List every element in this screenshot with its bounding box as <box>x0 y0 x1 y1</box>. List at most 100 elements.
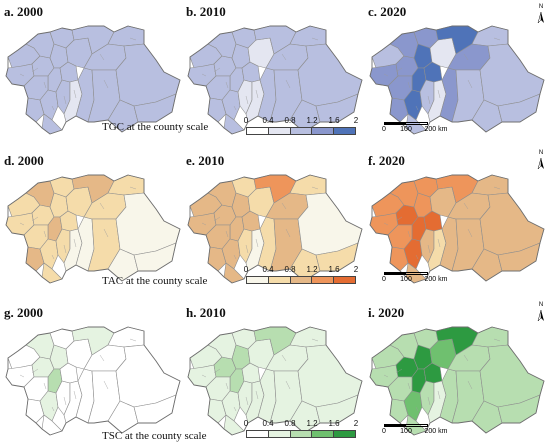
legend-tick-label: 0.8 <box>284 419 296 428</box>
legend-tick-label: 0.8 <box>284 265 296 274</box>
legend-color-bar <box>246 127 356 135</box>
legend-ticks: 0 0.4 0.8 1.2 1.6 2 <box>243 419 358 429</box>
minor-boundary <box>407 230 411 238</box>
minor-boundary <box>213 368 221 374</box>
map-panel-d: d. 2000 <box>4 153 184 284</box>
county-map-h <box>187 326 363 436</box>
scale-bar-labels: 0 100 200 km <box>382 428 454 437</box>
legend-tick-label: 0.4 <box>262 116 274 125</box>
north-arrow-icon <box>537 11 544 24</box>
region-outline <box>187 174 363 284</box>
minor-boundary <box>383 374 389 378</box>
north-arrow-icon <box>537 309 544 322</box>
minor-boundary <box>427 396 431 406</box>
map-layer <box>5 25 181 135</box>
legend-tick-label: 2 <box>353 265 359 274</box>
map-panel-b: b. 2010 <box>186 4 366 135</box>
legend-tick-label: 0 <box>243 265 249 274</box>
map-layer <box>187 174 363 284</box>
minor-boundary <box>467 228 473 238</box>
scale-bar-label: 0 <box>382 126 386 133</box>
county-map-c <box>369 25 545 135</box>
minor-boundary <box>493 37 501 41</box>
minor-boundary <box>415 406 419 412</box>
minor-boundary <box>51 406 55 412</box>
map-panel-e: e. 2010 <box>186 153 366 284</box>
minor-boundary <box>63 244 67 254</box>
minor-boundary <box>383 73 389 77</box>
minor-boundary <box>437 390 441 400</box>
county-map-d <box>5 174 181 284</box>
region-outline <box>5 174 181 284</box>
region-outline <box>187 25 363 135</box>
minor-boundary <box>233 254 237 260</box>
region-outline <box>5 326 181 436</box>
legend-color-bar <box>246 276 356 284</box>
minor-boundary <box>255 390 259 400</box>
minor-boundary <box>99 53 105 61</box>
legend-tick-label: 1.2 <box>306 419 318 428</box>
minor-boundary <box>407 81 411 89</box>
legend-tick-label: 0.8 <box>284 116 296 125</box>
scale-bar-label: 100 <box>400 428 412 435</box>
minor-boundary <box>103 79 109 89</box>
minor-boundary <box>99 202 105 210</box>
scale-bar-line <box>384 272 428 275</box>
minor-boundary <box>63 396 67 406</box>
legend-tick-label: 2 <box>353 116 359 125</box>
north-arrow-icon <box>537 157 544 170</box>
minor-boundary <box>463 53 469 61</box>
legend-swatch <box>290 431 313 437</box>
minor-boundary <box>395 67 403 73</box>
legend-tick-label: 1.2 <box>306 265 318 274</box>
north-label: N <box>538 4 544 10</box>
scale-bar-3: 0 100 200 km <box>382 420 447 440</box>
minor-boundary <box>281 202 287 210</box>
legend-ticks: 0 0.4 0.8 1.2 1.6 2 <box>244 116 359 126</box>
minor-boundary <box>415 254 419 260</box>
scale-bar-line <box>384 122 428 125</box>
panel-label-h: h. 2010 <box>186 305 226 320</box>
scale-bar-segment <box>385 425 406 426</box>
minor-boundary <box>311 186 319 190</box>
minor-boundary <box>201 374 207 378</box>
minor-boundary <box>43 81 47 89</box>
map-layer <box>369 25 545 135</box>
scale-bar-segment <box>385 123 406 124</box>
minor-boundary <box>311 338 319 342</box>
legend-tick-label: 1.6 <box>328 116 340 125</box>
minor-boundary <box>19 73 25 77</box>
minor-boundary <box>493 338 501 342</box>
minor-boundary <box>463 202 469 210</box>
north-arrow-1: N <box>535 4 547 24</box>
map-panel-c: c. 2020 <box>368 4 548 135</box>
map-panel-a: a. 2000 <box>4 4 184 135</box>
legend-tick-label: 1.6 <box>328 265 340 274</box>
scale-bar-label: 100 <box>400 276 412 283</box>
legend-swatch <box>334 128 355 134</box>
north-label: N <box>538 302 544 308</box>
north-arrow-2: N <box>535 150 547 170</box>
panel-label-d: d. 2000 <box>4 153 44 168</box>
minor-boundary <box>383 222 389 226</box>
county-map-f <box>369 174 545 284</box>
minor-boundary <box>213 67 221 73</box>
region-outline <box>369 326 545 436</box>
region-outline <box>369 174 545 284</box>
map-layer <box>187 25 363 135</box>
minor-boundary <box>233 105 237 111</box>
minor-boundary <box>51 105 55 111</box>
map-layer <box>369 326 545 436</box>
map-panel-g: g. 2000 <box>4 305 184 436</box>
legend-swatch <box>290 128 313 134</box>
legend-tick-label: 0 <box>243 419 249 428</box>
county-map-e <box>187 174 363 284</box>
region-outline <box>5 25 181 135</box>
minor-boundary <box>415 105 419 111</box>
legend-tick-label: 0.4 <box>262 265 274 274</box>
legend-color-bar <box>246 430 356 438</box>
minor-boundary <box>43 382 47 390</box>
county-map-g <box>5 326 181 436</box>
panel-label-a: a. 2000 <box>4 4 43 19</box>
minor-boundary <box>19 222 25 226</box>
